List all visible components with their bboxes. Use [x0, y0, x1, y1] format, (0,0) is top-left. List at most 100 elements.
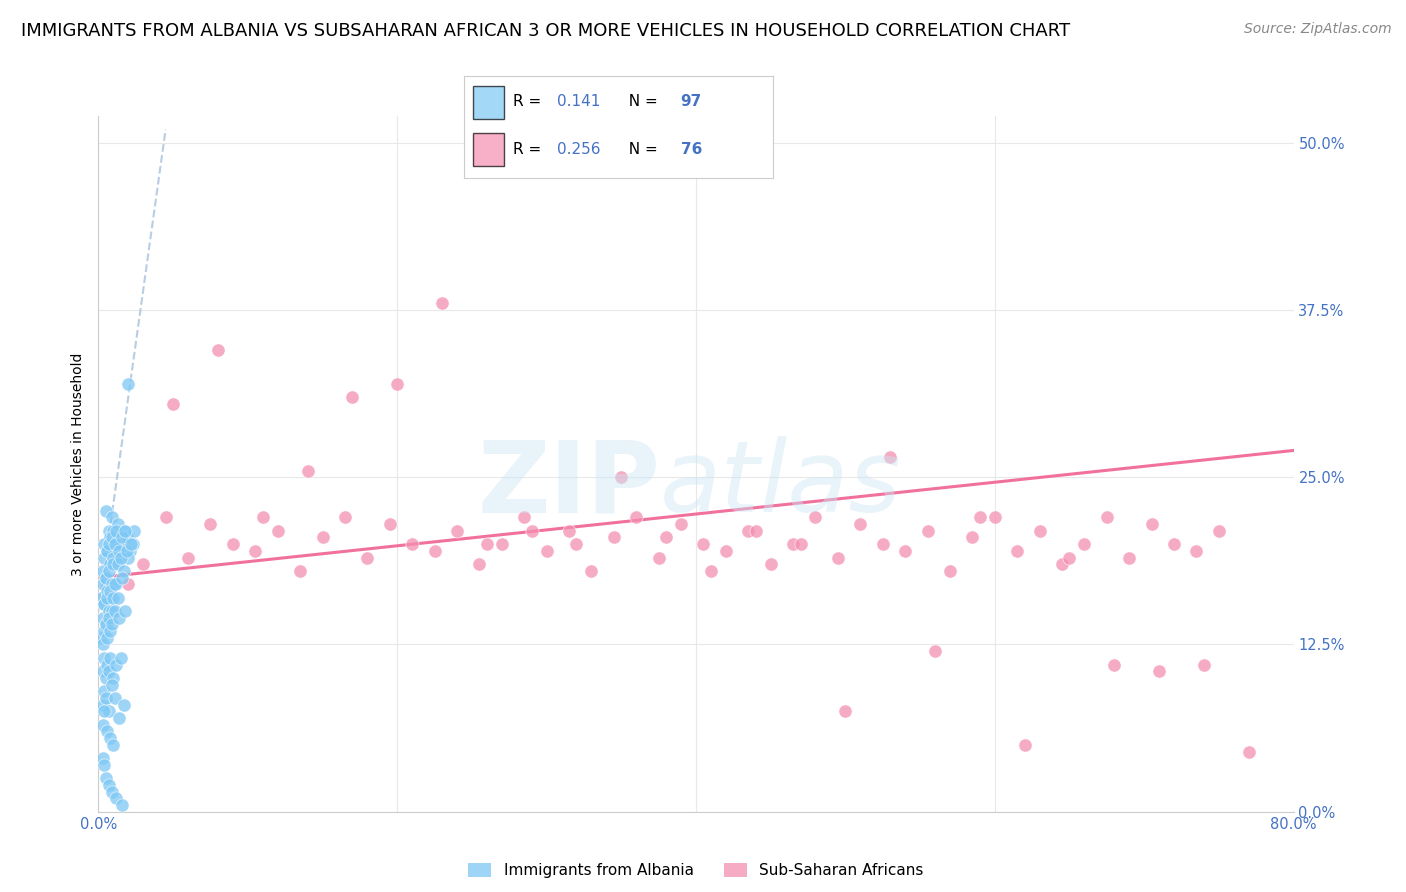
Point	[558, 524, 581, 538]
Point	[97, 705, 120, 719]
Point	[962, 530, 984, 544]
Point	[1050, 557, 1073, 572]
Point	[789, 537, 811, 551]
Point	[565, 537, 588, 551]
Point	[105, 657, 128, 672]
FancyBboxPatch shape	[474, 133, 505, 166]
Text: Source: ZipAtlas.com: Source: ZipAtlas.com	[1244, 22, 1392, 37]
Point	[93, 598, 115, 612]
Point	[1102, 657, 1125, 672]
Point	[93, 624, 115, 639]
Point	[108, 711, 131, 725]
Point	[97, 537, 120, 551]
Point	[252, 510, 274, 524]
Point	[93, 684, 115, 698]
Point	[834, 705, 856, 719]
Point	[1185, 543, 1208, 558]
Point	[94, 671, 117, 685]
Point	[782, 537, 804, 551]
Point	[96, 543, 118, 558]
Point	[124, 524, 146, 538]
Point	[101, 577, 124, 591]
Point	[939, 564, 962, 578]
Point	[96, 543, 118, 558]
Point	[879, 450, 901, 464]
Point	[107, 557, 129, 572]
Point	[97, 564, 120, 578]
Point	[655, 530, 678, 544]
Point	[100, 624, 122, 639]
Point	[101, 604, 124, 618]
Point	[94, 771, 117, 786]
Point	[1192, 657, 1215, 672]
Point	[1208, 524, 1230, 538]
Point	[101, 617, 124, 632]
Point	[117, 577, 139, 591]
Point	[115, 530, 138, 544]
Text: atlas: atlas	[661, 436, 901, 533]
Point	[894, 543, 917, 558]
Point	[91, 751, 114, 765]
Point	[536, 543, 558, 558]
Point	[96, 591, 118, 605]
Point	[132, 557, 155, 572]
Point	[101, 678, 124, 692]
Point	[91, 610, 114, 624]
Point	[288, 564, 311, 578]
Point	[111, 571, 134, 585]
Point	[155, 510, 177, 524]
Point	[93, 757, 115, 772]
Point	[581, 564, 603, 578]
Point	[94, 571, 117, 585]
Point	[120, 537, 142, 551]
Point	[1147, 664, 1170, 678]
Point	[96, 724, 118, 739]
Point	[118, 543, 141, 558]
Point	[1237, 744, 1260, 758]
Point	[97, 664, 120, 678]
Point	[104, 690, 127, 705]
Point	[108, 543, 131, 558]
Point	[1118, 550, 1140, 565]
Point	[104, 604, 127, 618]
Text: N =: N =	[619, 142, 662, 157]
Text: R =: R =	[513, 142, 547, 157]
Point	[103, 524, 125, 538]
Point	[177, 550, 200, 565]
Text: ZIP: ZIP	[477, 436, 661, 533]
Point	[100, 557, 122, 572]
Point	[121, 537, 143, 551]
Point	[114, 524, 136, 538]
Point	[267, 524, 290, 538]
Point	[93, 651, 115, 665]
Point	[107, 591, 129, 605]
Point	[103, 591, 125, 605]
Point	[90, 631, 112, 645]
Point	[446, 524, 468, 538]
Point	[423, 543, 446, 558]
Point	[97, 604, 120, 618]
Point	[90, 591, 112, 605]
Point	[96, 583, 118, 598]
Point	[692, 537, 714, 551]
Point	[105, 577, 128, 591]
Point	[101, 785, 124, 799]
Point	[513, 510, 536, 524]
Point	[1059, 550, 1081, 565]
Point	[245, 543, 267, 558]
Point	[100, 583, 122, 598]
Point	[111, 530, 134, 544]
Point	[94, 690, 117, 705]
Point	[401, 537, 423, 551]
Point	[93, 705, 115, 719]
Point	[520, 524, 543, 538]
Text: 0.256: 0.256	[557, 142, 600, 157]
Point	[94, 571, 117, 585]
Text: 97: 97	[681, 95, 702, 110]
Legend: Immigrants from Albania, Sub-Saharan Africans: Immigrants from Albania, Sub-Saharan Afr…	[463, 857, 929, 884]
Point	[91, 637, 114, 651]
Point	[700, 564, 723, 578]
Point	[103, 671, 125, 685]
Point	[103, 557, 125, 572]
Point	[91, 564, 114, 578]
